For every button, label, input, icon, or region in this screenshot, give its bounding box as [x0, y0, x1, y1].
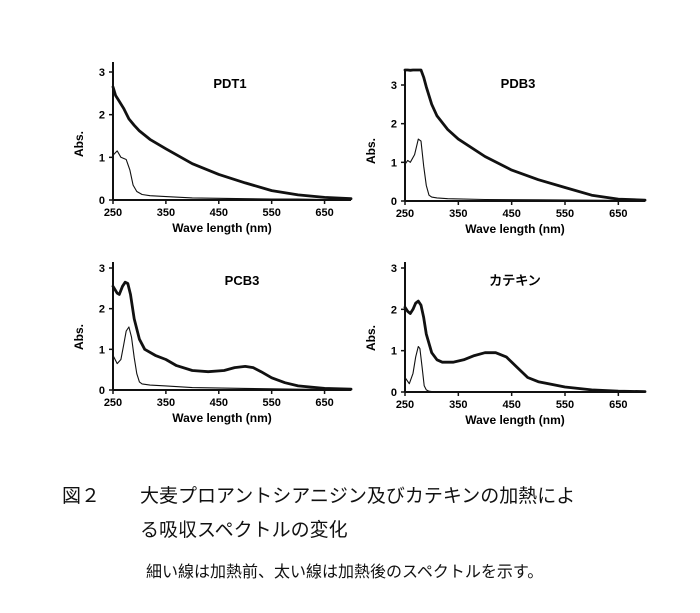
spectra-figure: 0 1 2 3 250 350 450 550 650 PDT1 Wave length (nm) A…	[72, 62, 647, 427]
panel-2-y-tick-label: 2	[391, 119, 397, 131]
panel-1-series-thick-line	[111, 85, 353, 201]
panel-4-y-tick-label: 0	[391, 387, 397, 399]
panel-3-x-tick-label: 250	[104, 397, 122, 409]
panel-1-y-tick-label: 3	[99, 67, 105, 79]
panel-3-x-tick-label: 650	[315, 397, 333, 409]
panel-4-y-tick-label: 1	[391, 346, 397, 358]
panel-2-x-tick-label: 550	[556, 208, 574, 220]
panel-3-series-thin-line	[112, 326, 352, 391]
panel-2-x-tick-label: 450	[502, 208, 520, 220]
panel-2-title: PDB3	[501, 76, 536, 91]
panel-1-y-axis-label: Abs.	[72, 131, 86, 157]
panel-2-x-tick-label: 650	[609, 208, 627, 220]
panel-2-series-thick-line	[403, 68, 647, 202]
panel-3-y-tick-label: 2	[99, 304, 105, 316]
panel-1-x-tick-label: 450	[210, 207, 228, 219]
panel-2-series-thin-line	[404, 138, 646, 202]
panel-1-series-thin-line	[112, 150, 352, 201]
panel-2-x-tick-label: 350	[449, 208, 467, 220]
panel-4-title: カテキン	[489, 273, 541, 288]
panel-1-title: PDT1	[213, 76, 246, 91]
panel-1-y-tick-label: 0	[99, 195, 105, 207]
panel-1-x-axis-label: Wave length (nm)	[172, 221, 272, 235]
panel-4-y-tick-label: 3	[391, 263, 397, 275]
panel-3-x-tick-label: 450	[210, 397, 228, 409]
panel-4-series-thick-line	[403, 299, 647, 394]
panel-1-x-tick-label: 350	[157, 207, 175, 219]
panel-4-x-tick-label: 650	[609, 399, 627, 411]
panel-3-y-tick-label: 3	[99, 263, 105, 275]
panel-3-y-tick-label: 1	[99, 344, 105, 356]
panel-4-x-tick-label: 350	[449, 399, 467, 411]
panel-4-y-tick-label: 2	[391, 304, 397, 316]
panel-2-y-tick-label: 3	[391, 80, 397, 92]
panel-1-x-tick-label: 250	[104, 207, 122, 219]
panel-3-y-tick-label: 0	[99, 385, 105, 397]
panel-4-y-axis-label: Abs.	[364, 325, 378, 351]
panel-3-x-tick-label: 350	[157, 397, 175, 409]
panel-2-x-tick-label: 250	[396, 208, 414, 220]
panel-2-x-axis-label: Wave length (nm)	[465, 222, 565, 236]
panel-1-y-tick-label: 1	[99, 152, 105, 164]
panel-3-series-thick-line	[111, 280, 353, 391]
caption-note: 細い線は加熱前、太い線は加熱後のスペクトルを示す。	[146, 564, 544, 581]
caption-line-2: る吸収スペクトルの変化	[140, 520, 348, 541]
figure-caption: 図２ 大麦プロアントシアニジン及びカテキンの加熱によ る吸収スペクトルの変化 細…	[62, 480, 682, 582]
panel-1-x-tick-label: 650	[315, 207, 333, 219]
panel-4-series-thin-line	[404, 345, 646, 393]
panel-2-y-tick-label: 0	[391, 196, 397, 208]
panel-3-x-axis-label: Wave length (nm)	[172, 411, 272, 425]
panel-3-title: PCB3	[225, 273, 260, 288]
panel-4-x-axis-label: Wave length (nm)	[465, 413, 565, 427]
panel-1-x-tick-label: 550	[262, 207, 280, 219]
panel-4-x-tick-label: 250	[396, 399, 414, 411]
caption-label: 図２	[62, 486, 101, 507]
panel-4-x-tick-label: 550	[556, 399, 574, 411]
panel-4-x-tick-label: 450	[502, 399, 520, 411]
panel-3-y-axis-label: Abs.	[72, 324, 86, 350]
panel-3-x-tick-label: 550	[262, 397, 280, 409]
caption-line-1: 大麦プロアントシアニジン及びカテキンの加熱によ	[140, 486, 576, 507]
panel-2-y-axis-label: Abs.	[364, 138, 378, 164]
panel-1-y-tick-label: 2	[99, 110, 105, 122]
panel-2-y-tick-label: 1	[391, 157, 397, 169]
